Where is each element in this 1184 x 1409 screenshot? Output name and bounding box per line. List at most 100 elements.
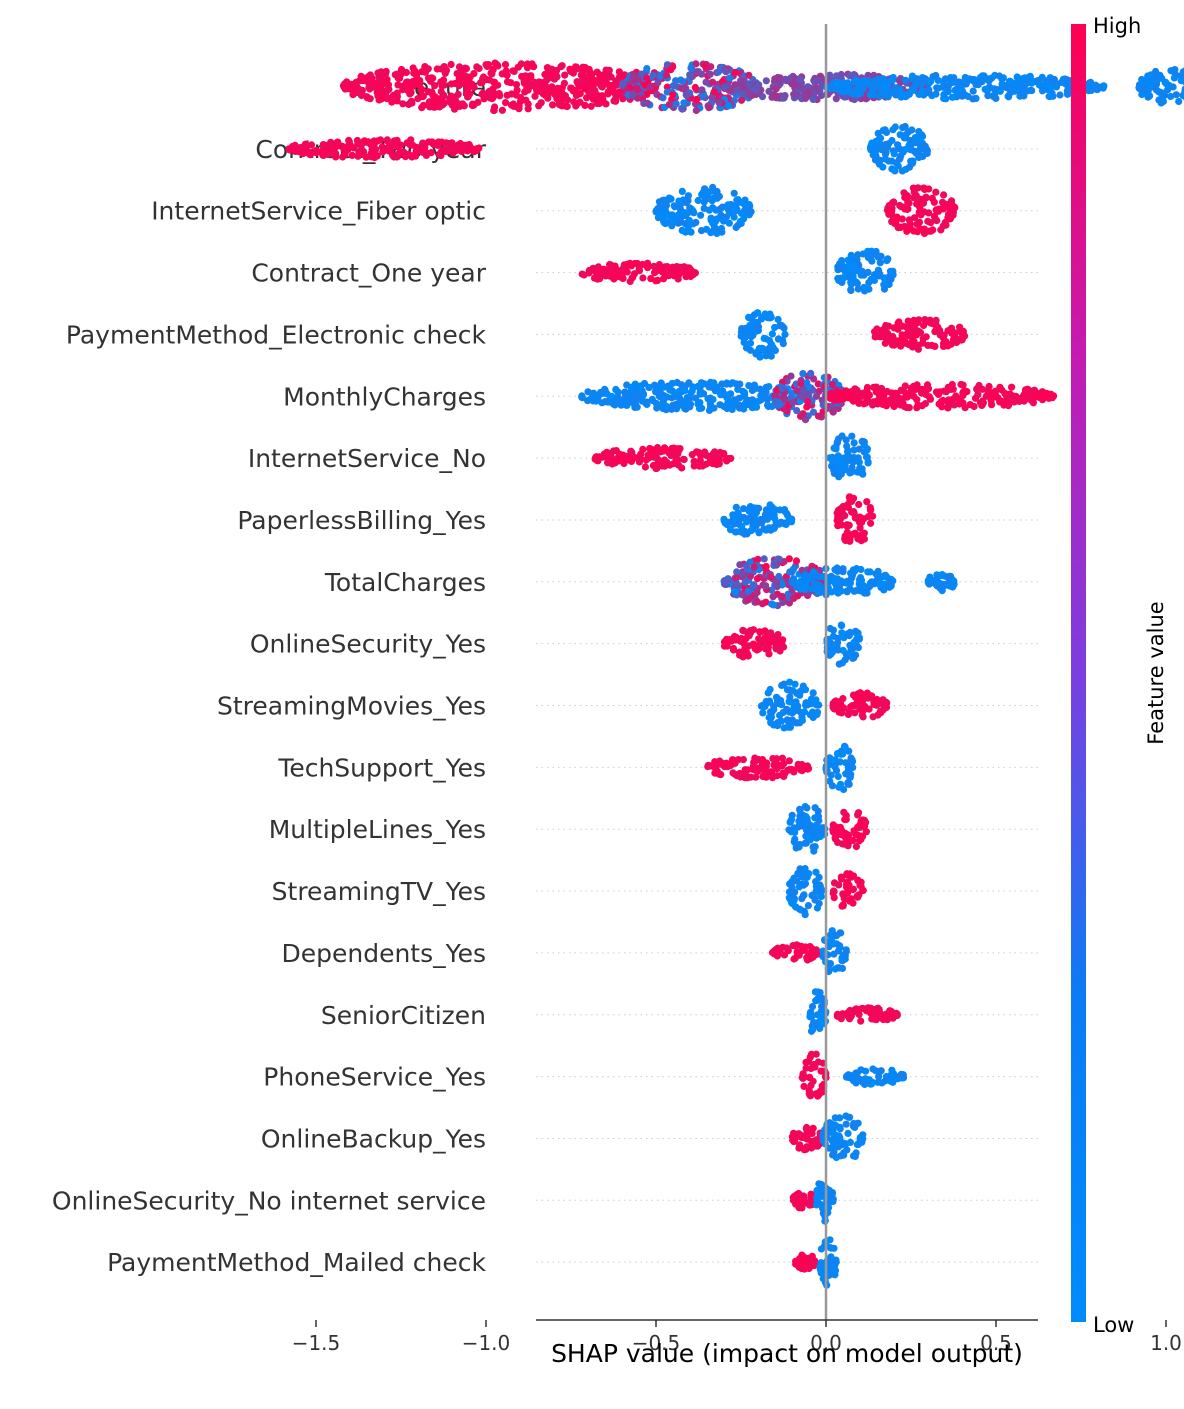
shap-point [890,402,898,411]
shap-point [779,340,787,348]
shap-point [699,390,708,398]
shap-point [490,106,498,115]
shap-point [887,200,896,209]
shap-point [730,189,738,197]
shap-point [796,805,804,814]
shap-point [758,519,766,527]
shap-point [734,582,743,590]
shap-point [747,773,755,781]
shap-point [867,1009,875,1017]
feature-row-points [720,493,877,545]
shap-point [381,70,390,78]
shap-point [720,402,728,411]
feature-row-points [788,1112,867,1162]
shap-point [491,59,499,67]
shap-point [466,90,474,98]
shap-point [616,450,624,458]
shap-point [548,65,556,73]
shap-point [773,764,781,773]
shap-point [811,1019,819,1027]
shap-point [736,649,744,657]
shap-point [914,195,922,203]
shap-point [1092,81,1100,89]
shap-point [662,71,671,79]
shap-point [502,99,510,107]
shap-point [829,626,838,634]
shap-point [831,1140,839,1148]
shap-point [731,68,739,77]
shap-point [813,834,821,842]
shap-point [1177,72,1184,80]
shap-point [739,77,747,85]
shap-point [837,470,845,478]
shap-point [557,63,565,71]
shap-point [613,81,621,89]
shap-point [875,158,883,166]
shap-point [724,102,733,110]
shap-point [1050,75,1058,84]
shap-point [544,90,552,98]
shap-point [812,1050,820,1058]
shap-point [347,85,355,93]
shap-point [669,91,677,99]
shap-point [944,383,952,391]
feature-label: StreamingTV_Yes [272,877,486,906]
shap-point [944,83,952,91]
shap-point [873,695,881,704]
shap-point [764,401,772,409]
shap-point [686,71,694,79]
shap-point [839,901,847,909]
shap-point [1032,392,1041,400]
shap-point [667,267,676,275]
shap-point [834,264,843,272]
shap-point [594,263,602,271]
shap-point [1030,386,1038,394]
shap-point [837,70,845,79]
shap-point [803,831,812,839]
shap-point [811,1063,819,1071]
shap-point [668,379,676,387]
shap-point [659,94,667,102]
shap-point [958,92,966,100]
shap-point [408,99,416,107]
shap-point [348,151,356,159]
shap-point [769,601,778,609]
shap-point [891,123,899,131]
shap-point [701,62,709,70]
shap-point [564,96,572,104]
shap-point [649,72,657,80]
shap-point [393,70,401,78]
shap-point [470,148,478,156]
shap-point [892,217,900,225]
shap-point [756,640,764,649]
shap-point [984,75,992,83]
shap-point [814,380,822,388]
shap-point [627,457,636,465]
shap-point [915,316,923,324]
shap-point [884,157,893,165]
shap-point [722,759,731,767]
shap-point [591,455,599,463]
shap-point [341,150,349,158]
shap-point [706,400,714,408]
shap-point [597,81,605,89]
shap-point [485,92,493,100]
shap-point [798,83,806,91]
shap-point [745,201,753,209]
shap-point [619,79,627,87]
shap-point [608,392,616,400]
shap-point [951,329,959,337]
shap-point [903,91,911,100]
shap-point [837,274,845,282]
shap-point [630,77,638,85]
shap-point [560,79,569,87]
shap-point [695,462,704,470]
shap-point [738,325,746,333]
shap-point [755,344,764,352]
shap-point [791,828,799,837]
shap-point [849,1122,858,1130]
shap-point [705,188,713,196]
shap-point [643,65,651,73]
shap-point [566,65,574,73]
shap-point [761,633,769,642]
